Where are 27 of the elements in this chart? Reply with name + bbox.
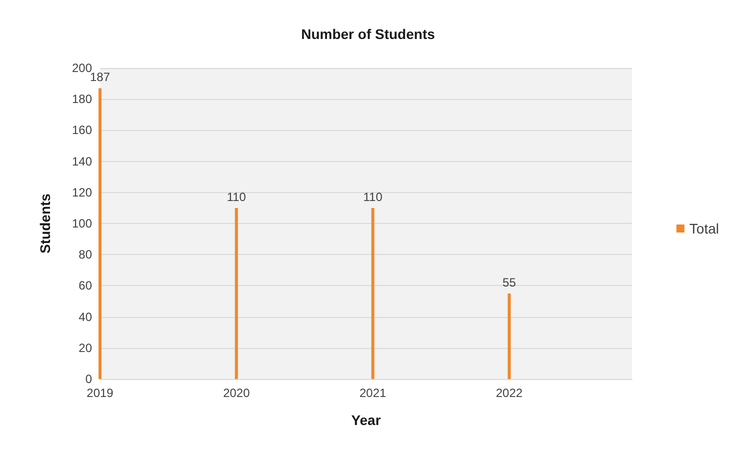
- bar: [508, 293, 511, 379]
- x-tick-label: 2022: [496, 386, 523, 400]
- legend-label: Total: [689, 220, 720, 236]
- data-label: 187: [90, 70, 110, 84]
- y-tick-label: 20: [78, 340, 92, 355]
- x-axis-title: Year: [351, 412, 382, 428]
- bar: [371, 208, 374, 379]
- y-tick-label: 160: [72, 123, 92, 138]
- y-tick-label: 80: [78, 248, 92, 262]
- y-axis-title: Students: [37, 193, 53, 254]
- data-label: 110: [363, 190, 383, 204]
- y-tick-label: 120: [72, 185, 92, 200]
- y-tick-label: 180: [72, 92, 92, 106]
- y-tick-label: 40: [78, 310, 92, 324]
- x-tick-label: 2021: [359, 386, 386, 400]
- data-label: 55: [502, 275, 516, 290]
- y-tick-label: 60: [78, 278, 92, 293]
- y-tick-label: 140: [72, 154, 92, 168]
- bar: [98, 88, 102, 379]
- y-tick-label: 200: [72, 61, 92, 75]
- y-tick-label: 0: [85, 372, 92, 386]
- bar: [234, 208, 238, 379]
- x-tick-label: 2020: [223, 386, 250, 400]
- data-label: 110: [226, 190, 246, 204]
- chart-title: Number of Students: [301, 26, 436, 42]
- x-tick-label: 2019: [86, 386, 114, 400]
- y-tick-label: 100: [72, 216, 92, 230]
